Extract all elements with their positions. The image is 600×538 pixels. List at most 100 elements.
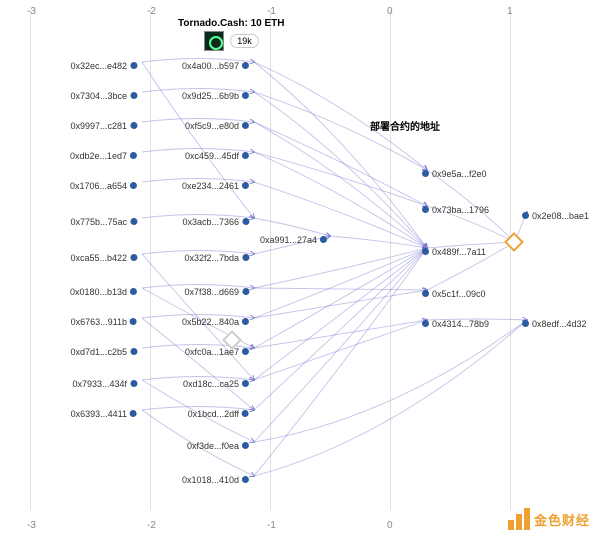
address-node[interactable]: 0xca55...b422 [70, 249, 137, 267]
node-label: 0xf3de...f0ea [187, 441, 239, 451]
address-node[interactable]: 0x5c1f...09c0 [422, 285, 486, 303]
address-node[interactable]: 0x8edf...4d32 [522, 315, 587, 333]
node-label: 0x489f...7a11 [432, 247, 486, 257]
node-label: 0x7f38...d669 [184, 287, 239, 297]
node-dot [130, 348, 137, 355]
node-dot [130, 288, 137, 295]
node-dot [422, 206, 429, 213]
address-node[interactable]: 0x6393...4411 [71, 405, 137, 423]
address-node[interactable]: 0x73ba...1796 [422, 201, 489, 219]
node-dot [130, 62, 137, 69]
node-dot [130, 92, 137, 99]
node-dot [130, 152, 137, 159]
address-node[interactable]: 0x1706...a654 [70, 177, 137, 195]
node-dot [422, 320, 429, 327]
flow-edge [254, 320, 527, 442]
node-label: 0x7933...434f [72, 379, 127, 389]
node-label: 0x9e5a...f2e0 [432, 169, 487, 179]
node-label: 0x1706...a654 [70, 181, 127, 191]
node-dot [242, 218, 249, 225]
address-node[interactable]: 0x32f2...7bda [184, 249, 249, 267]
address-node[interactable]: 0xf5c9...e80d [185, 117, 249, 135]
node-label: 0x9d25...6b9b [182, 91, 239, 101]
node-label: 0x1018...410d [182, 475, 239, 485]
node-dot [130, 410, 137, 417]
node-dot [242, 254, 249, 261]
address-node[interactable]: 0xa991...27a4 [260, 231, 327, 249]
address-node[interactable]: 0x6763...911b [71, 313, 137, 331]
node-label: 0x6763...911b [71, 317, 127, 327]
tornado-cash-icon [204, 31, 224, 51]
address-node[interactable]: 0x7304...3bce [70, 87, 137, 105]
address-node[interactable]: 0x5b22...840a [182, 313, 249, 331]
node-dot [422, 248, 429, 255]
flow-edge [254, 288, 427, 290]
flow-edge [254, 248, 427, 348]
node-label: 0x8edf...4d32 [532, 319, 587, 329]
node-label: 0x32f2...7bda [184, 253, 239, 263]
node-dot [242, 380, 249, 387]
address-node[interactable]: 0x2e08...bae1 [522, 207, 589, 225]
chart-area: -3 -2 -1 0 1 -3 -2 -1 0 1 Tornado.Cash: … [0, 0, 600, 538]
address-node[interactable]: 0x489f...7a11 [422, 243, 486, 261]
node-label: 0x0180...b13d [70, 287, 127, 297]
title-badge: 19k [230, 34, 259, 48]
node-label: 0x5b22...840a [182, 317, 239, 327]
address-node[interactable]: 0x4a00...b597 [182, 57, 249, 75]
node-label: 0x73ba...1796 [432, 205, 489, 215]
address-node[interactable]: 0x3acb...7366 [182, 213, 249, 231]
watermark: 金色财经 [508, 508, 590, 530]
address-node[interactable]: 0x1bcd...2dff [188, 405, 249, 423]
address-node[interactable]: 0x7933...434f [72, 375, 137, 393]
node-label: 0xdb2e...1ed7 [70, 151, 127, 161]
address-node[interactable]: 0x9e5a...f2e0 [422, 165, 487, 183]
address-node[interactable]: 0xe234...2461 [182, 177, 249, 195]
node-dot [130, 318, 137, 325]
node-label: 0x9997...c281 [70, 121, 127, 131]
address-node[interactable]: 0x9d25...6b9b [182, 87, 249, 105]
node-dot [242, 410, 249, 417]
graph-title: Tornado.Cash: 10 ETH 19k [178, 18, 285, 51]
address-node[interactable]: 0xd18c...ca25 [183, 375, 249, 393]
node-label: 0xf5c9...e80d [185, 121, 239, 131]
node-dot [422, 290, 429, 297]
node-label: 0x775b...75ac [70, 217, 127, 227]
address-node[interactable]: 0x0180...b13d [70, 283, 137, 301]
node-dot [242, 122, 249, 129]
address-node[interactable]: 0xf3de...f0ea [187, 437, 249, 455]
node-dot [242, 182, 249, 189]
node-dot [130, 254, 137, 261]
address-node[interactable]: 0x7f38...d669 [184, 283, 249, 301]
node-dot [320, 236, 327, 243]
address-node[interactable]: 0xc459...45df [185, 147, 249, 165]
node-dot [422, 170, 429, 177]
address-node[interactable]: 0xd7d1...c2b5 [70, 343, 137, 361]
address-node[interactable]: 0xdb2e...1ed7 [70, 147, 137, 165]
node-label: 0x5c1f...09c0 [432, 289, 486, 299]
node-dot [242, 92, 249, 99]
address-node[interactable]: 0x775b...75ac [70, 213, 137, 231]
address-node[interactable]: 0xfc0a...1ae7 [185, 343, 249, 361]
node-label: 0x4314...78b9 [432, 319, 489, 329]
node-label: 0x4a00...b597 [182, 61, 239, 71]
flow-edge [142, 318, 254, 410]
flow-edge [254, 122, 427, 248]
node-label: 0x2e08...bae1 [532, 211, 589, 221]
node-dot [242, 348, 249, 355]
node-label: 0xd18c...ca25 [183, 379, 239, 389]
node-label: 0x6393...4411 [71, 409, 127, 419]
node-label: 0xe234...2461 [182, 181, 239, 191]
address-node[interactable]: 0x1018...410d [182, 471, 249, 489]
edge-layer [0, 0, 600, 538]
address-node[interactable]: 0x9997...c281 [70, 117, 137, 135]
flow-edge [254, 248, 427, 318]
address-node[interactable]: 0x32ec...e482 [70, 57, 137, 75]
node-dot [522, 212, 529, 219]
node-label: 0xd7d1...c2b5 [70, 347, 127, 357]
node-dot [242, 152, 249, 159]
node-label: 0x3acb...7366 [182, 217, 239, 227]
node-dot [130, 122, 137, 129]
center-annotation: 部署合约的地址 [370, 118, 440, 133]
watermark-text: 金色财经 [534, 510, 590, 529]
address-node[interactable]: 0x4314...78b9 [422, 315, 489, 333]
